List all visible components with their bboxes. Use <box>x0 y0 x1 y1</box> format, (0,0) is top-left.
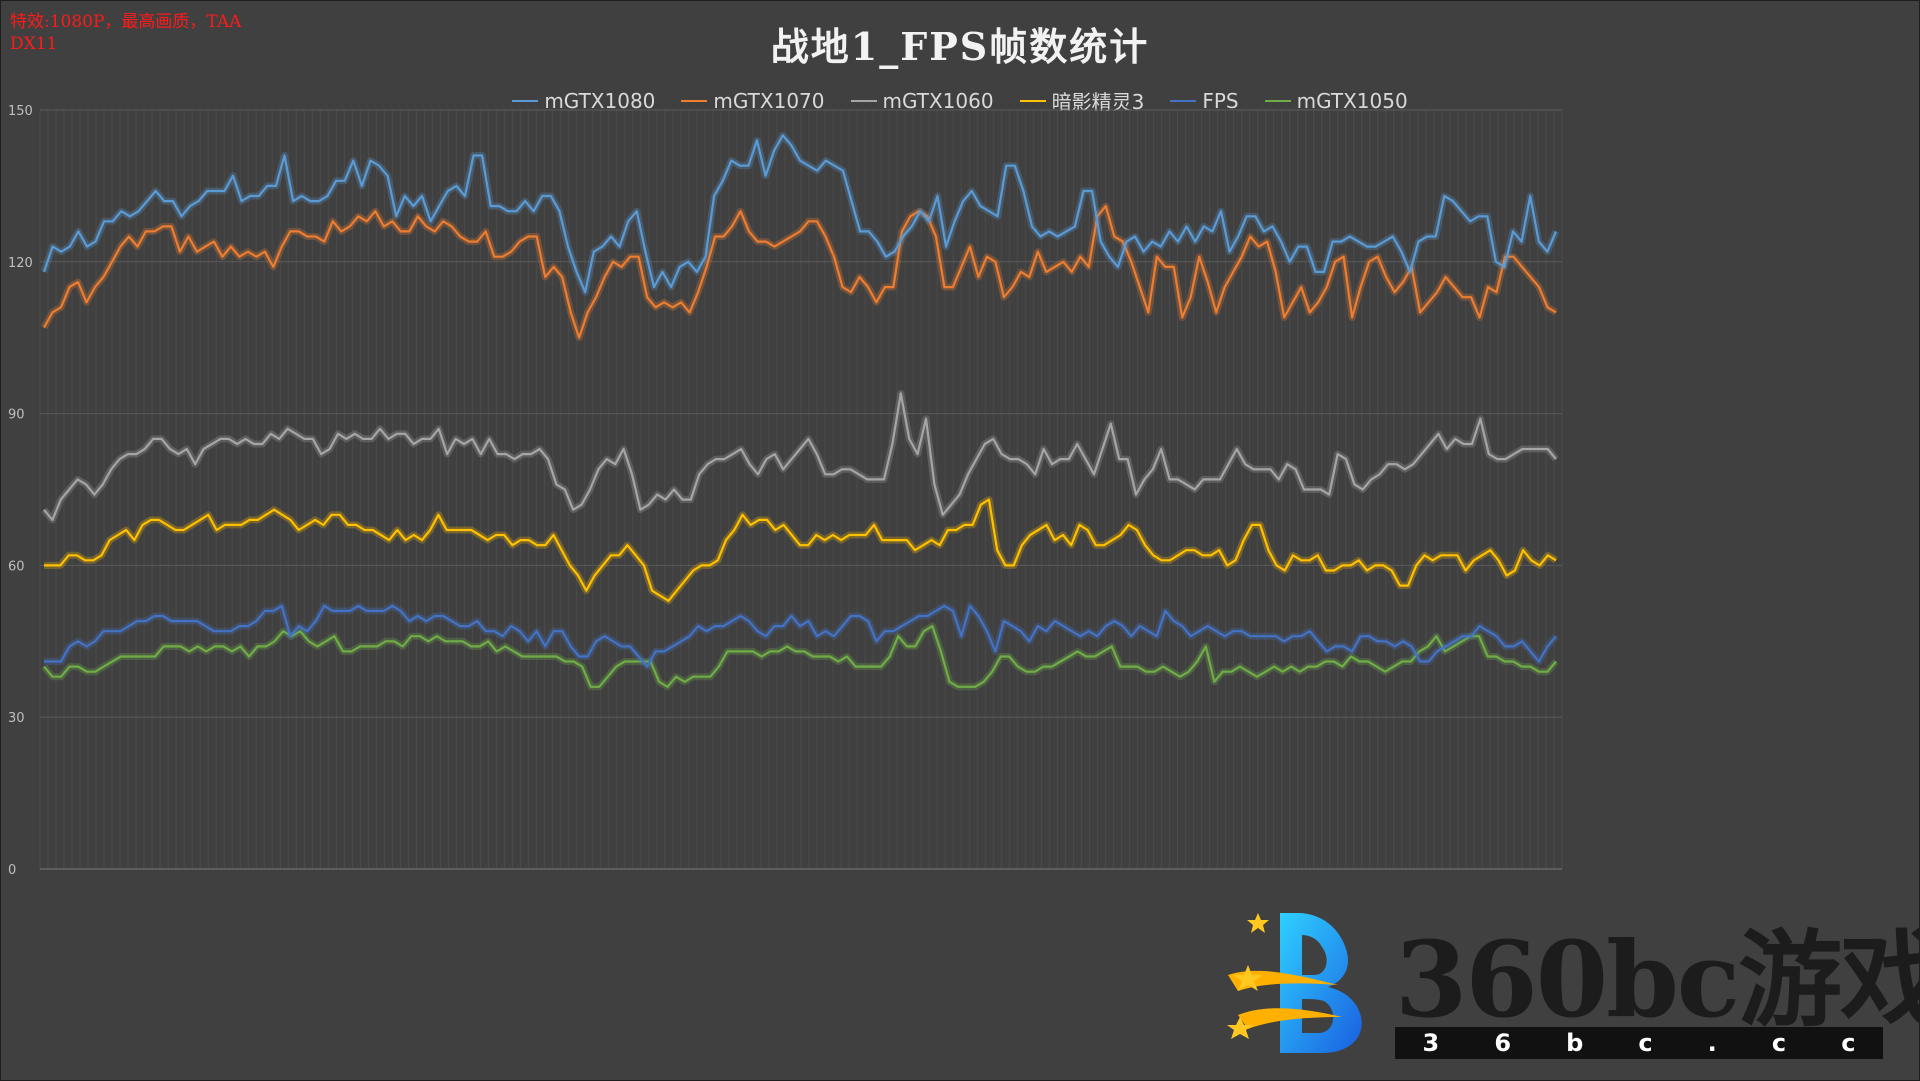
y-tick-label: 150 <box>8 104 33 119</box>
legend-swatch <box>1019 99 1046 102</box>
y-tick-label: 0 <box>8 863 16 878</box>
api-annotation: DX11 <box>10 34 58 54</box>
legend-swatch <box>512 99 539 102</box>
watermark-url-char: . <box>1707 1029 1717 1057</box>
series-line-3 <box>44 498 1557 602</box>
settings-annotation: 特效:1080P，最高画质，TAA <box>10 12 242 32</box>
legend-label: mGTX1060 <box>882 88 994 113</box>
series-line-0 <box>42 134 1558 294</box>
watermark-url-char: c <box>1771 1029 1787 1057</box>
series-line-2 <box>43 392 1557 522</box>
series-line-5 <box>43 624 1557 688</box>
legend-item: mGTX1080 <box>512 86 655 115</box>
legend-swatch <box>681 99 708 102</box>
series-line-4 <box>44 604 1557 668</box>
series-line-1 <box>43 205 1557 339</box>
legend-swatch <box>1264 99 1291 102</box>
watermark-url-char: c <box>1841 1029 1856 1057</box>
watermark-url-char: 3 <box>1422 1029 1440 1057</box>
legend-label: mGTX1070 <box>713 88 825 113</box>
y-tick-label: 90 <box>8 408 25 423</box>
legend-swatch <box>1170 99 1197 102</box>
watermark-brand: 360bc游戏 <box>1395 918 1920 1041</box>
chart-title: 战地1_FPS帧数统计 <box>770 24 1150 69</box>
brand-logo-icon <box>1227 913 1362 1053</box>
legend-swatch <box>850 99 877 102</box>
legend-item: mGTX1060 <box>850 86 994 115</box>
watermark-url-char: 6 <box>1494 1029 1512 1057</box>
legend-item: mGTX1070 <box>681 86 825 115</box>
watermark-url-char: b <box>1566 1029 1584 1057</box>
watermark-url-bar: 3 6 b c. c c <box>1395 1027 1883 1059</box>
y-tick-label: 120 <box>8 256 33 271</box>
legend-label: FPS <box>1202 88 1239 113</box>
watermark-url-char: c <box>1638 1029 1653 1057</box>
y-tick-label: 60 <box>8 559 25 574</box>
legend-item: mGTX1050 <box>1264 86 1408 115</box>
legend-label: mGTX1050 <box>1296 88 1408 113</box>
y-tick-label: 30 <box>8 711 25 726</box>
legend-item: FPS <box>1170 86 1239 115</box>
legend-label: mGTX1080 <box>544 88 656 113</box>
